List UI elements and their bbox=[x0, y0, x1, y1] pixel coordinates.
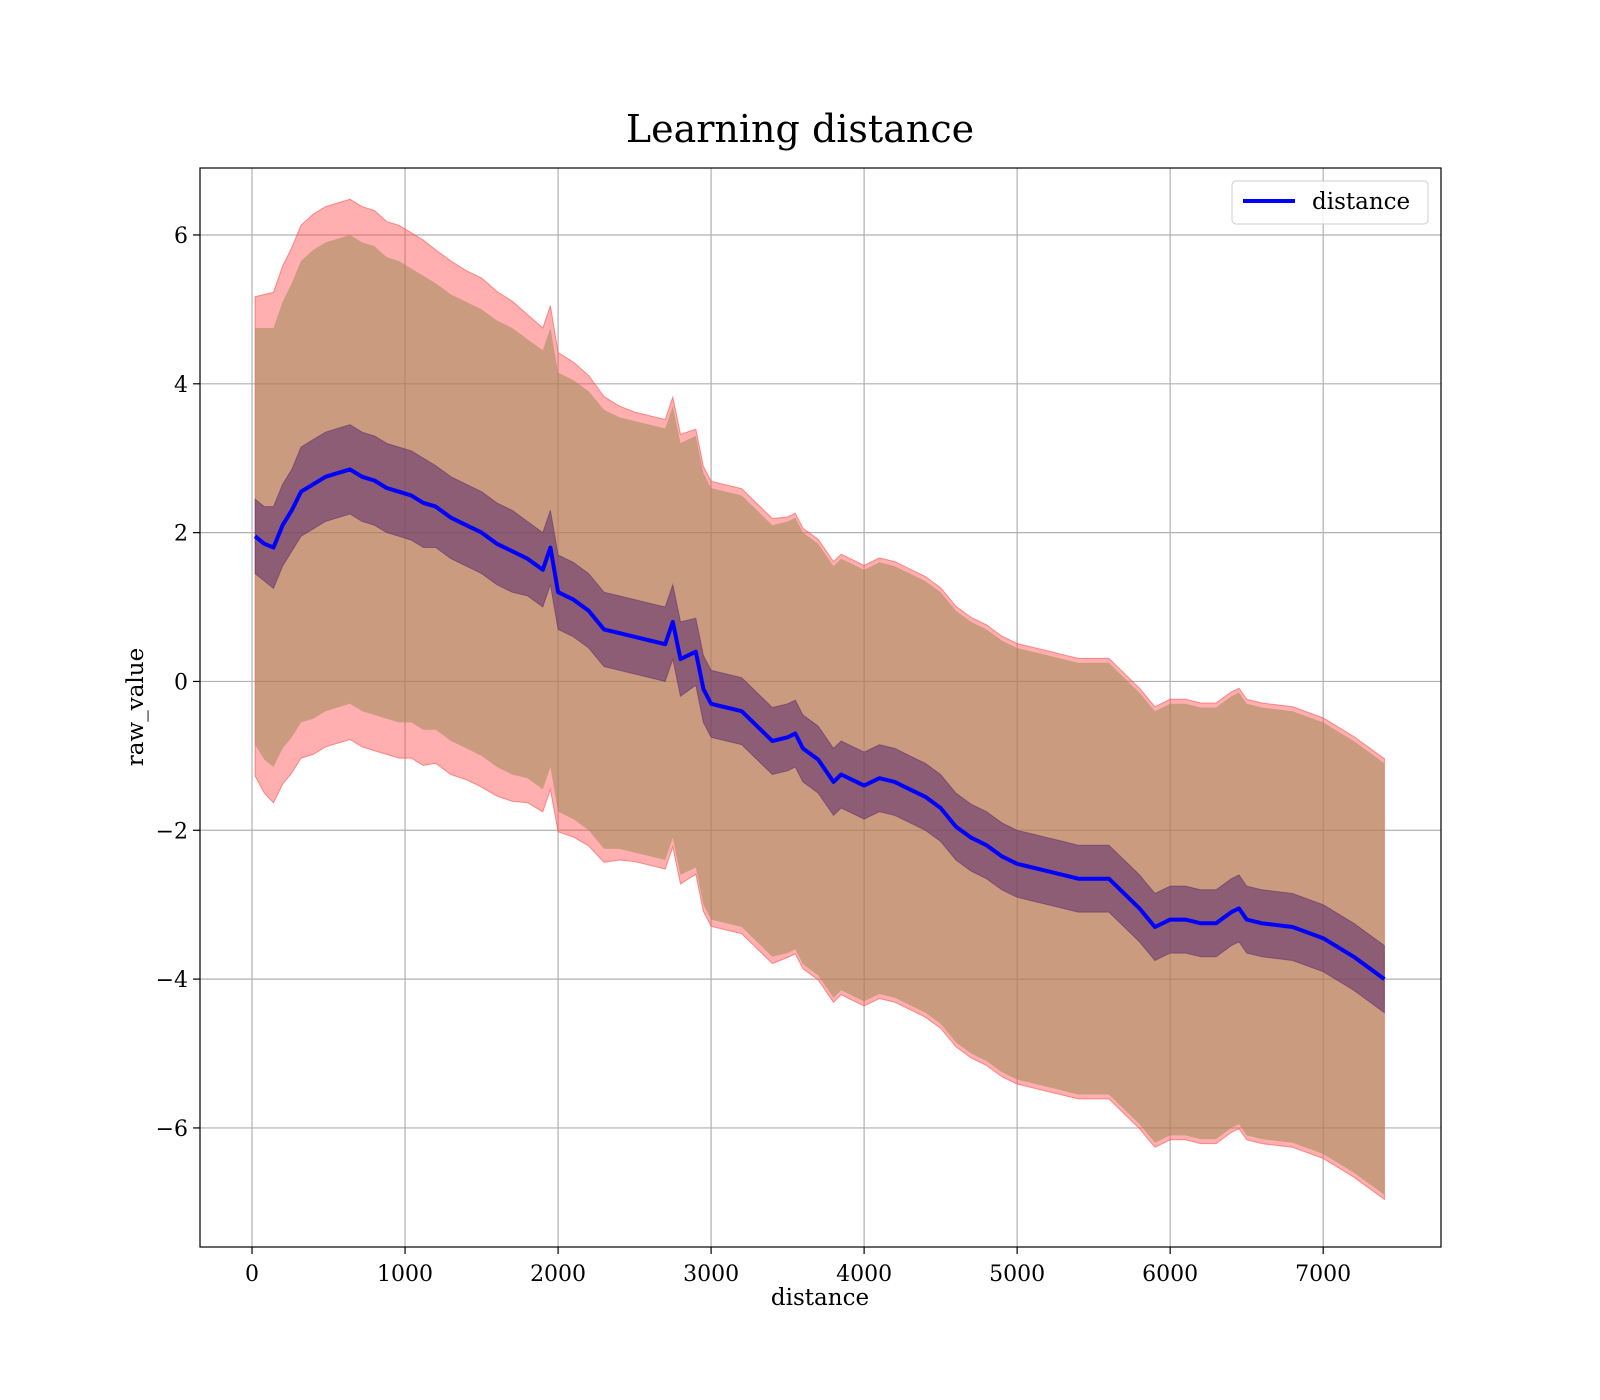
y-axis-label: raw_value bbox=[123, 648, 149, 766]
inner-confidence-band bbox=[254, 424, 1385, 1014]
y-tick-label: −4 bbox=[156, 968, 188, 993]
y-tick-label: −6 bbox=[156, 1117, 188, 1142]
legend-label-distance: distance bbox=[1312, 189, 1410, 215]
x-tick-label: 5000 bbox=[989, 1262, 1045, 1287]
y-tick-label: −2 bbox=[156, 819, 188, 844]
middle-confidence-band bbox=[255, 235, 1385, 1195]
x-tick-label: 6000 bbox=[1142, 1262, 1198, 1287]
x-tick-label: 4000 bbox=[836, 1262, 892, 1287]
x-tick-label: 1000 bbox=[377, 1262, 433, 1287]
y-tick-label: 6 bbox=[174, 224, 188, 249]
chart-title: Learning distance bbox=[626, 107, 974, 151]
x-axis-ticks: 0 1000 2000 3000 4000 5000 6000 7000 bbox=[245, 1247, 1351, 1287]
legend-box bbox=[1231, 180, 1429, 225]
y-tick-label: 2 bbox=[174, 522, 188, 547]
y-tick-label: 0 bbox=[174, 670, 188, 695]
plot-frame bbox=[199, 167, 1442, 1248]
x-tick-label: 3000 bbox=[683, 1262, 739, 1287]
y-axis-ticks: −6 −4 −2 0 2 4 6 bbox=[156, 224, 200, 1142]
line-layer bbox=[253, 467, 1386, 981]
x-tick-label: 7000 bbox=[1295, 1262, 1351, 1287]
x-axis-label: distance bbox=[771, 1285, 869, 1311]
legend: distance bbox=[1231, 180, 1429, 225]
band-layer bbox=[254, 198, 1385, 1201]
y-tick-label: 4 bbox=[174, 373, 188, 398]
x-tick-label: 2000 bbox=[530, 1262, 586, 1287]
series-line-distance bbox=[253, 467, 1386, 981]
x-tick-label: 0 bbox=[245, 1262, 259, 1287]
